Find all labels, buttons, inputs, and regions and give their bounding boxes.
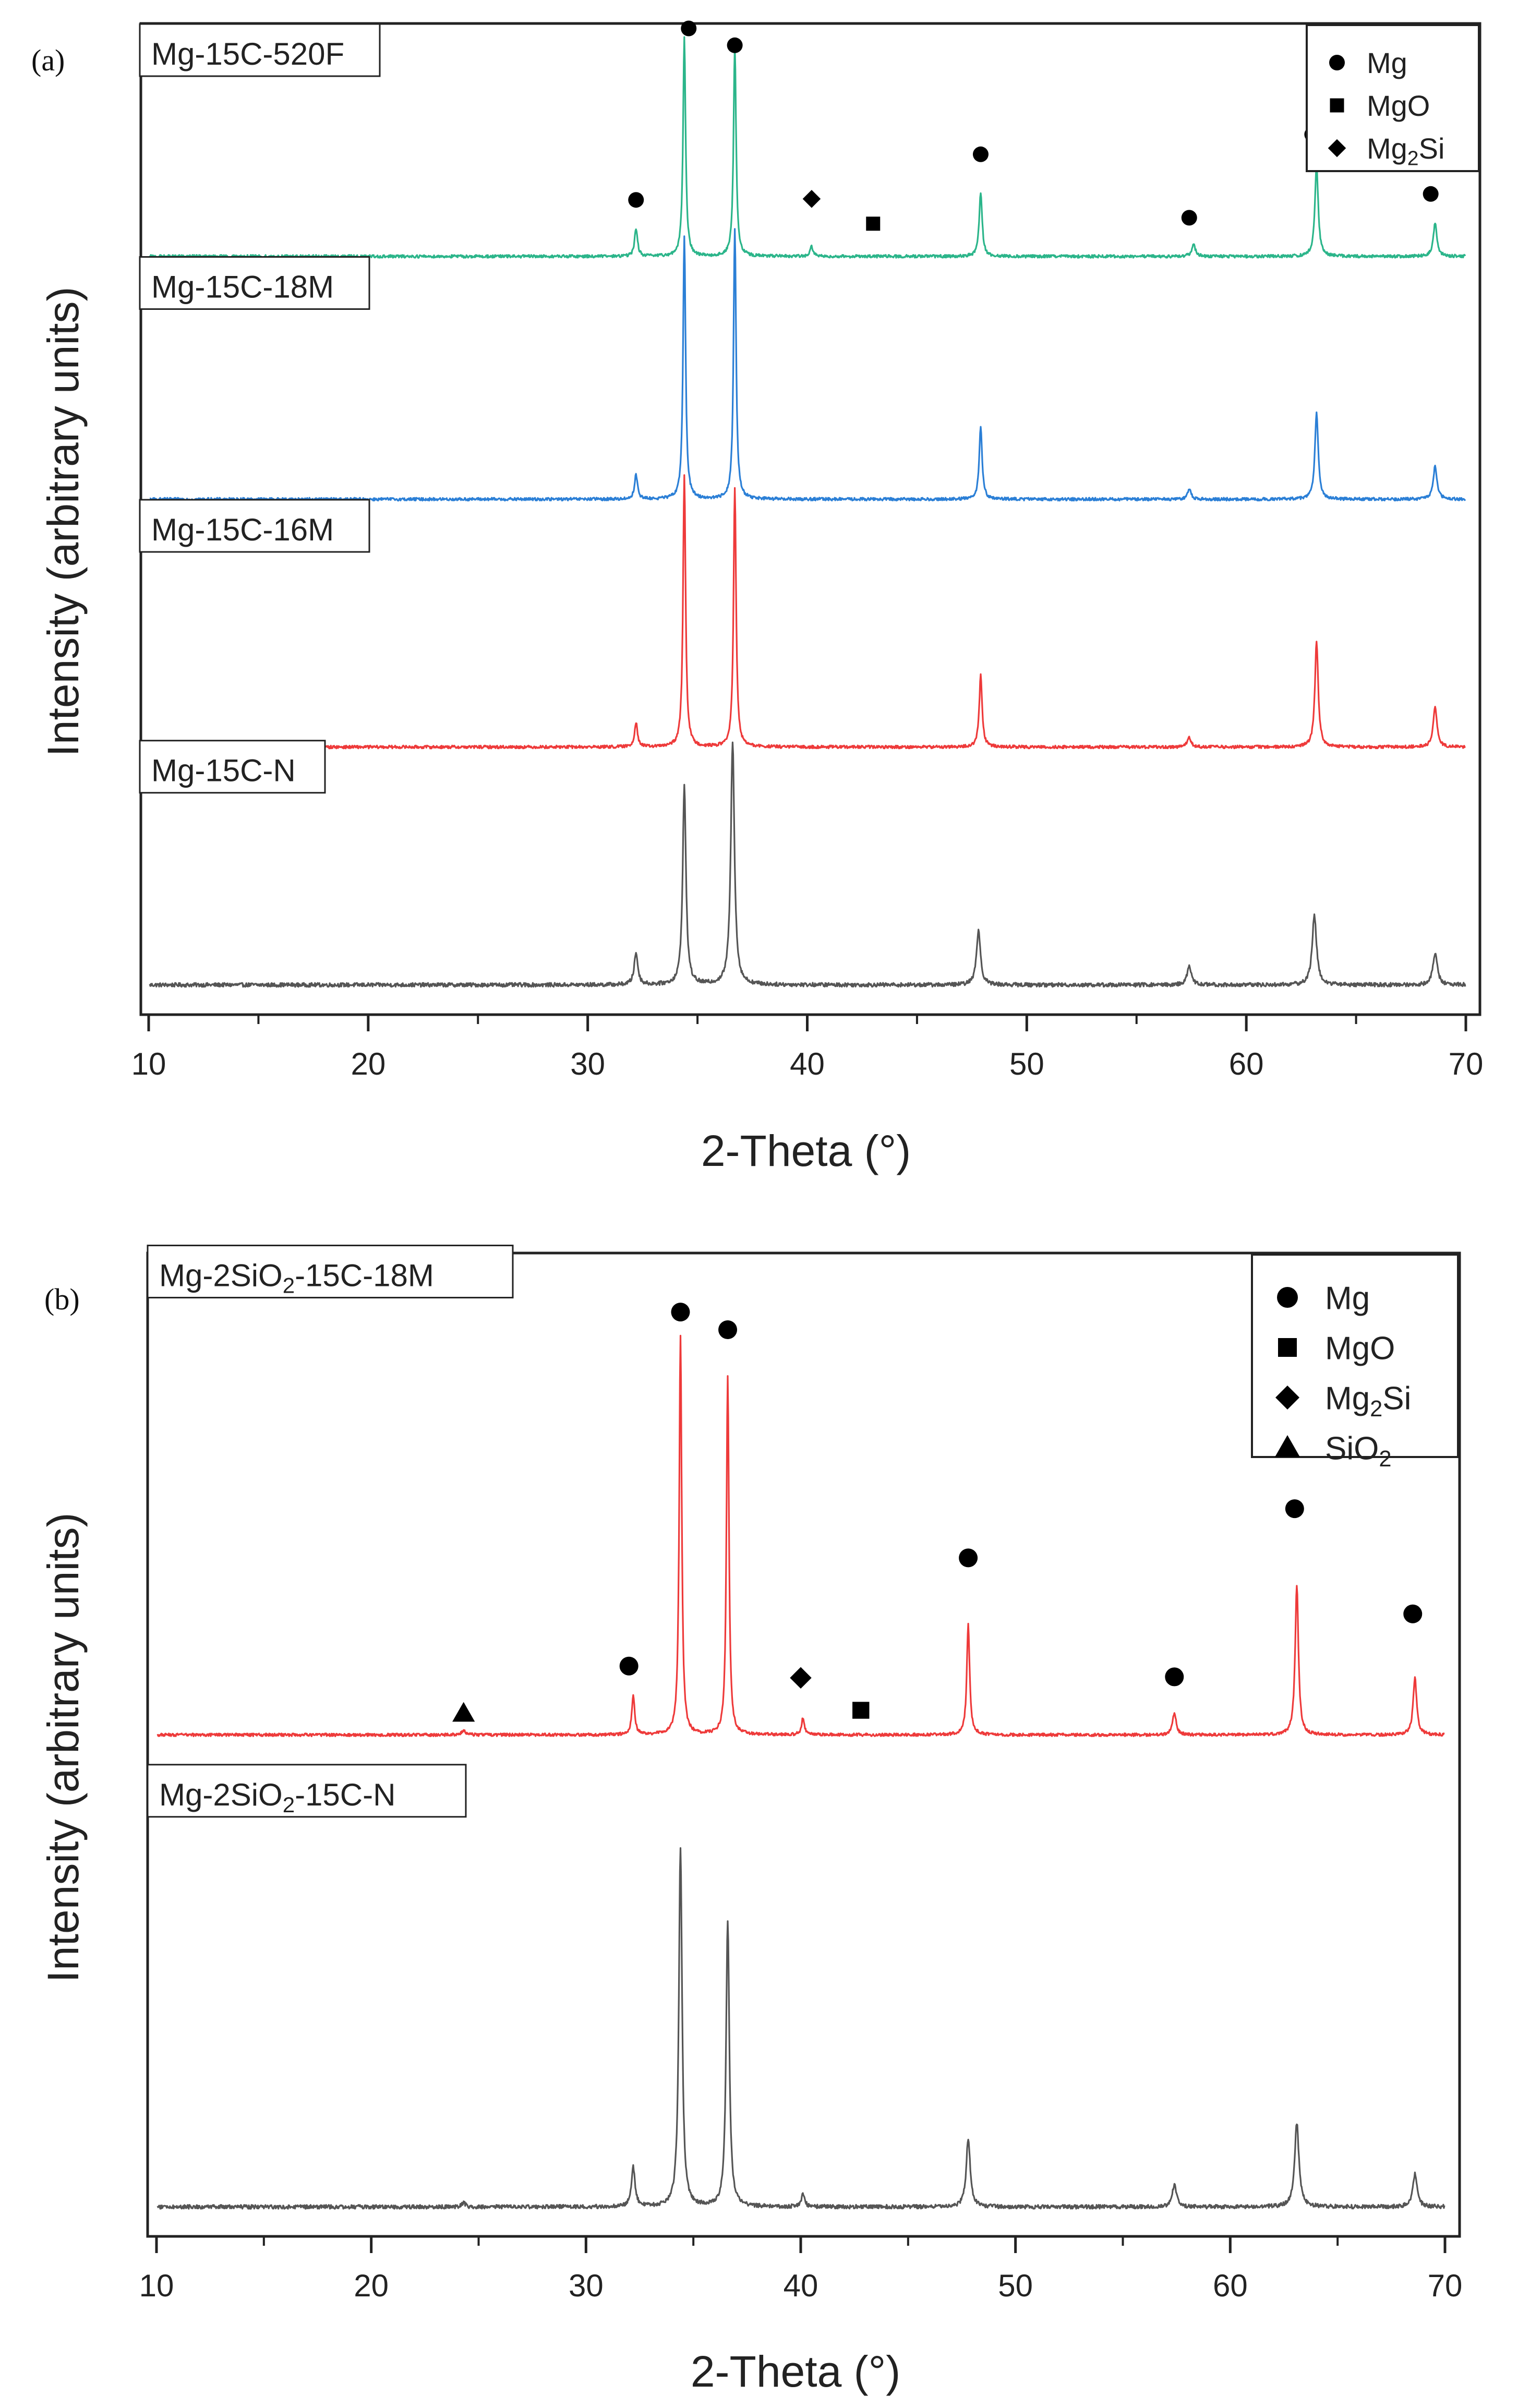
panel-b: (b) Intensity (arbitrary units) 2-Theta … — [39, 1244, 1463, 2396]
x-tick-label: 60 — [1229, 1046, 1264, 1081]
panel-b-ylabel: Intensity (arbitrary units) — [39, 1513, 88, 1983]
x-tick-label: 70 — [1428, 2268, 1463, 2303]
phase-marker-mg-icon — [718, 1320, 738, 1340]
legend-square-icon — [1330, 98, 1344, 113]
panel-a-xlabel: 2-Theta (°) — [701, 1126, 911, 1175]
legend-entry-label: Mg2Si — [1367, 132, 1444, 170]
phase-marker-mg2si-icon — [790, 1667, 812, 1689]
panel-b-letter: (b) — [44, 1282, 80, 1316]
x-tick-label: 20 — [354, 2268, 389, 2303]
xrd-series-line — [149, 36, 1466, 259]
series-label-box: Mg-15C-520F — [139, 23, 381, 77]
legend-entry-label: MgO — [1367, 89, 1430, 122]
series-label-frame — [147, 1764, 467, 1818]
x-tick-label: 30 — [570, 1046, 605, 1081]
x-tick-label: 40 — [790, 1046, 825, 1081]
series-label-frame — [139, 499, 370, 553]
panel-b-phase-markers — [452, 1303, 1423, 1722]
phase-marker-mgo-icon — [852, 1702, 870, 1719]
phase-marker-sio2-icon — [452, 1702, 475, 1722]
phase-marker-mg-icon — [671, 1303, 690, 1322]
series-label-frame — [139, 256, 370, 310]
legend-square-icon — [1278, 1338, 1297, 1357]
panel-a-series-labels: Mg-15C-520F Mg-15C-18M Mg-15C-16M Mg-15C-N — [139, 23, 381, 794]
phase-marker-mg-icon — [1423, 186, 1439, 202]
legend-entry-label: Mg — [1367, 46, 1407, 79]
xrd-series-line — [156, 1334, 1445, 1737]
panel-a-legend: Mg MgO Mg2Si — [1306, 24, 1480, 172]
panel-b-series-labels: Mg-2SiO2-15C-18M Mg-2SiO2-15C-N — [147, 1244, 514, 1818]
panel-b-x-ticks: 10 20 30 40 50 60 70 — [139, 2236, 1463, 2303]
x-tick-label: 10 — [131, 1046, 166, 1081]
phase-marker-mg-icon — [681, 20, 697, 37]
series-label-text: Mg-15C-N — [151, 753, 296, 788]
legend-triangle-icon — [1275, 1435, 1300, 1457]
series-label-text: Mg-15C-520F — [151, 37, 344, 71]
x-tick-label: 60 — [1213, 2268, 1248, 2303]
phase-marker-mg2si-icon — [802, 190, 821, 208]
phase-marker-mg-icon — [959, 1548, 978, 1568]
legend-circle-icon — [1329, 55, 1345, 70]
x-tick-label: 50 — [998, 2268, 1033, 2303]
series-label-box: Mg-2SiO2-15C-18M — [147, 1244, 514, 1298]
x-tick-label: 70 — [1449, 1046, 1484, 1081]
panel-a: (a) Intensity (arbitrary units) 2-Theta … — [31, 20, 1484, 1175]
legend-entry-label: MgO — [1325, 1330, 1395, 1366]
series-label-frame — [147, 1244, 514, 1298]
panel-b-legend: Mg MgO Mg2Si SiO2 — [1251, 1254, 1459, 1472]
legend-entry-label: Mg — [1325, 1280, 1370, 1316]
phase-marker-mg-icon — [628, 192, 644, 208]
legend-diamond-icon — [1275, 1386, 1299, 1410]
series-label-text: Mg-15C-18M — [151, 270, 334, 305]
legend-entry-label: SiO2 — [1325, 1430, 1392, 1472]
xrd-series-line — [149, 474, 1466, 750]
legend-entry-label: Mg2Si — [1325, 1380, 1411, 1422]
panel-b-series — [156, 1334, 1445, 2210]
panel-a-x-ticks: 10 20 30 40 50 60 70 — [131, 1015, 1484, 1081]
phase-marker-mg-icon — [727, 37, 743, 53]
series-label-frame — [139, 740, 326, 794]
phase-marker-mg-icon — [1181, 210, 1197, 226]
panel-a-letter: (a) — [31, 43, 65, 77]
panel-b-xlabel: 2-Theta (°) — [691, 2347, 900, 2396]
phase-marker-mg-icon — [1403, 1604, 1423, 1623]
series-label-text: Mg-15C-16M — [151, 512, 334, 547]
phase-marker-mg-icon — [1165, 1667, 1184, 1687]
legend-diamond-icon — [1328, 139, 1346, 158]
phase-marker-mg-icon — [1285, 1499, 1304, 1519]
phase-marker-mg-icon — [619, 1656, 638, 1676]
x-tick-label: 20 — [351, 1046, 385, 1081]
phase-marker-mgo-icon — [866, 216, 881, 231]
xrd-series-line — [149, 741, 1466, 988]
series-label-text: Mg-2SiO2-15C-18M — [159, 1258, 434, 1297]
x-tick-label: 10 — [139, 2268, 174, 2303]
series-label-text: Mg-2SiO2-15C-N — [159, 1777, 395, 1817]
legend-circle-icon — [1277, 1287, 1298, 1308]
x-tick-label: 40 — [784, 2268, 818, 2303]
x-tick-label: 50 — [1009, 1046, 1044, 1081]
series-label-frame — [139, 23, 381, 77]
series-label-box: Mg-15C-16M — [139, 499, 370, 553]
panel-a-ylabel: Intensity (arbitrary units) — [39, 287, 88, 757]
panel-b-plot-frame — [146, 1251, 1461, 2238]
series-label-box: Mg-15C-18M — [139, 256, 370, 310]
series-label-box: Mg-15C-N — [139, 740, 326, 794]
x-tick-label: 30 — [569, 2268, 604, 2303]
xrd-series-line — [156, 1847, 1445, 2210]
phase-marker-mg-icon — [972, 146, 989, 162]
series-label-box: Mg-2SiO2-15C-N — [147, 1764, 467, 1818]
